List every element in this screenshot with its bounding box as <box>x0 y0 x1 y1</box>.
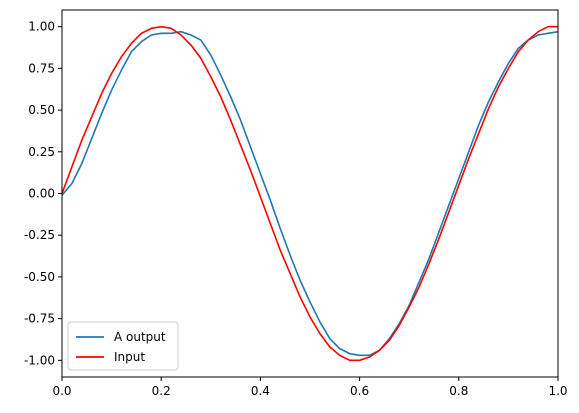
series-line-input <box>61 25 558 362</box>
y-tick-label: 0.50 <box>28 103 55 117</box>
series-layer <box>61 25 559 362</box>
x-tick-label: 1.0 <box>548 384 567 398</box>
y-axis: -1.00 -0.75 -0.50 -0.25 0.00 0.25 0.50 0.75 1.00 <box>24 20 62 367</box>
y-tick-label: -0.25 <box>24 228 55 242</box>
legend-label-a-output: A output <box>114 330 166 344</box>
legend-label-input: Input <box>114 350 145 364</box>
x-tick-label: 0.4 <box>251 384 270 398</box>
y-tick-label: 1.00 <box>28 20 55 34</box>
x-tick-label: 0.8 <box>449 384 468 398</box>
legend-box <box>67 321 179 371</box>
y-tick-label: -0.75 <box>24 312 55 326</box>
x-tick-label: 0.6 <box>350 384 369 398</box>
legend: A output Input <box>67 321 179 371</box>
y-tick-label: 0.00 <box>28 187 55 201</box>
x-tick-label: 0.0 <box>52 384 71 398</box>
series-line-a-output <box>61 30 559 357</box>
x-axis: 0.0 0.2 0.4 0.6 0.8 1.0 <box>52 377 568 398</box>
y-tick-label: 0.75 <box>28 61 55 75</box>
y-tick-label: -1.00 <box>24 353 55 367</box>
x-tick-label: 0.2 <box>152 384 171 398</box>
y-tick-label: -0.50 <box>24 270 55 284</box>
y-tick-label: 0.25 <box>28 145 55 159</box>
